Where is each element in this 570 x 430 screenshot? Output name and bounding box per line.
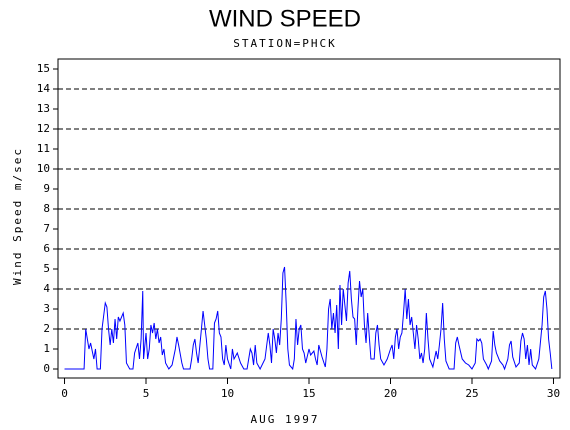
y-tick-label: 5 [43,262,50,275]
x-tick-label: 25 [465,387,478,400]
x-tick-label: 15 [302,387,315,400]
y-tick-label: 13 [37,102,50,115]
y-tick-label: 10 [37,162,50,175]
y-tick-label: 0 [43,362,50,375]
y-axis-label: Wind Speed m/sec [11,147,24,285]
y-tick-label: 14 [37,82,51,95]
x-axis-label: AUG 1997 [251,413,320,426]
data-line [64,266,553,371]
x-tick-label: 5 [143,387,150,400]
plot-frame [57,58,561,379]
chart-title: WIND SPEED [209,5,361,32]
x-tick-label: 20 [384,387,397,400]
y-tick-label: 6 [43,242,50,255]
y-tick-label: 11 [37,142,50,155]
y-tick-label: 12 [37,122,50,135]
y-tick-label: 9 [43,182,50,195]
x-tick-label: 30 [547,387,560,400]
y-tick-label: 2 [43,322,50,335]
chart-subtitle: STATION=PHCK [233,37,336,50]
x-tick-label: 0 [61,387,68,400]
x-tick-label: 10 [221,387,234,400]
y-tick-label: 8 [43,202,50,215]
y-tick-label: 1 [43,342,50,355]
y-tick-label: 4 [43,282,50,295]
y-tick-label: 3 [43,302,50,315]
y-tick-label: 15 [37,62,50,75]
y-tick-label: 7 [43,222,50,235]
